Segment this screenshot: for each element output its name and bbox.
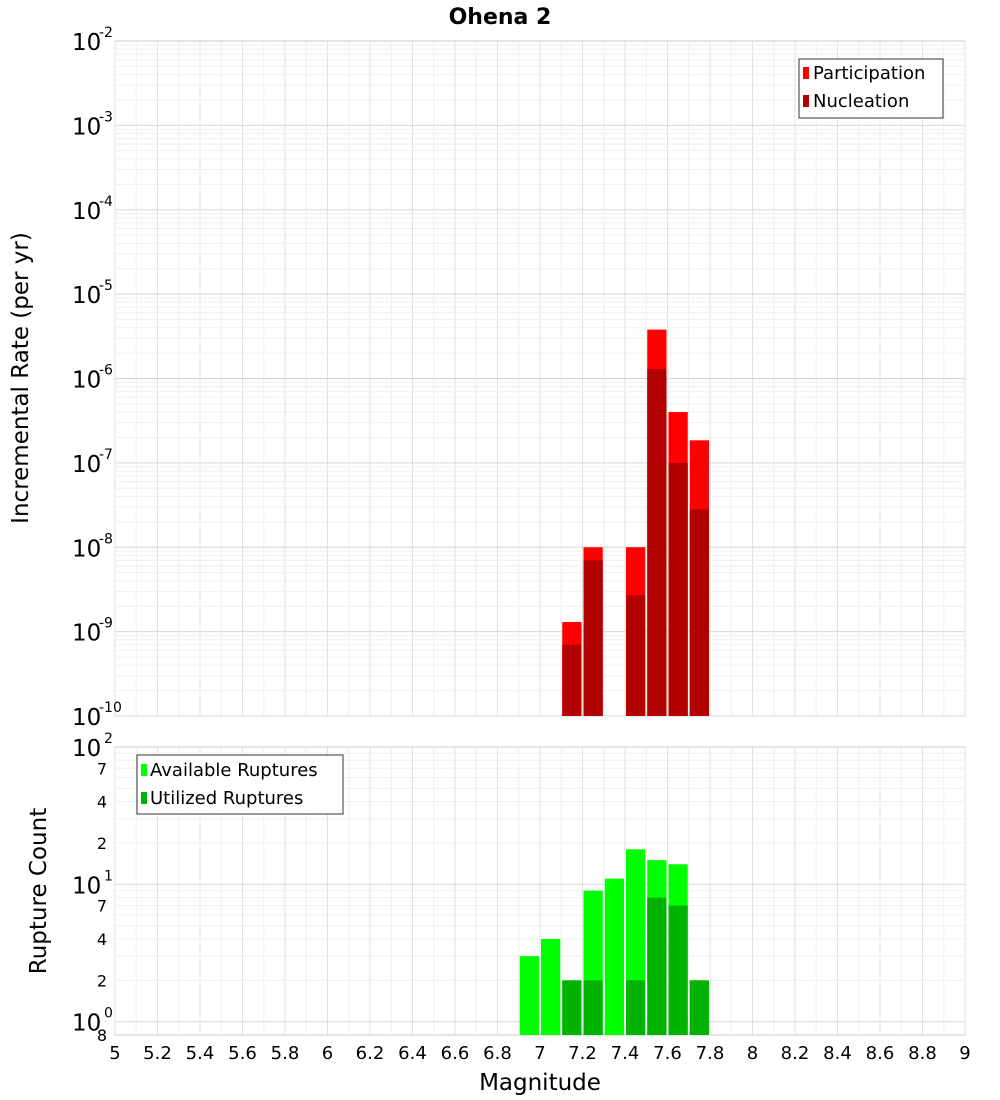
- x-tick-label: 8.4: [823, 1043, 852, 1064]
- top-gridlines: [114, 41, 966, 717]
- top-y-axis-label: Incremental Rate (per yr): [8, 232, 34, 524]
- y-tick-label: 10: [72, 368, 101, 394]
- x-tick-label: 9: [959, 1043, 970, 1064]
- y-tick-label: 10: [72, 452, 101, 478]
- bar-utilized-ruptures: [583, 980, 603, 1035]
- y-tick-label: 10: [72, 1011, 101, 1037]
- y-tick-label: 4: [97, 930, 107, 949]
- bottom-bars: [519, 849, 709, 1035]
- bar-utilized-ruptures: [668, 905, 688, 1035]
- x-tick-label: 6.8: [483, 1043, 512, 1064]
- y-tick-label: 10: [72, 114, 101, 140]
- x-tick-label: 6.6: [441, 1043, 470, 1064]
- y-tick-exponent: -10: [99, 700, 122, 716]
- x-tick-label: 5: [109, 1043, 120, 1064]
- y-tick-exponent: -3: [99, 109, 113, 125]
- x-tick-label: 8.8: [908, 1043, 937, 1064]
- x-tick-label: 7.4: [611, 1043, 640, 1064]
- y-tick-exponent: -9: [99, 616, 113, 632]
- y-tick-label: 4: [97, 793, 107, 812]
- top-y-tick-labels: 10-210-310-410-510-610-710-810-910-10: [72, 25, 122, 731]
- y-tick-exponent: -5: [99, 278, 113, 294]
- bar-utilized-ruptures: [689, 980, 709, 1035]
- x-tick-label: 8: [747, 1043, 758, 1064]
- x-tick-label: 5.6: [228, 1043, 257, 1064]
- legend-swatch-participation: [803, 67, 809, 79]
- y-tick-exponent: -2: [99, 25, 113, 41]
- legend-label-participation: Participation: [813, 63, 925, 84]
- y-tick-exponent: -8: [99, 531, 113, 547]
- x-tick-label: 8.2: [781, 1043, 810, 1064]
- bottom-legend: Available Ruptures Utilized Ruptures: [136, 754, 344, 815]
- bar-utilized-ruptures: [562, 980, 582, 1035]
- x-tick-label: 7.2: [568, 1043, 597, 1064]
- x-tick-label: 5.2: [143, 1043, 172, 1064]
- y-tick-label: 10: [72, 736, 101, 762]
- bar-utilized-ruptures: [626, 980, 646, 1035]
- y-tick-label: 10: [72, 30, 101, 56]
- bar-utilized-ruptures: [647, 897, 667, 1035]
- x-tick-label: 7.6: [653, 1043, 682, 1064]
- bottom-legend-box: [136, 754, 344, 815]
- bar-nucleation: [583, 560, 603, 716]
- y-tick-exponent: -6: [99, 363, 113, 379]
- y-tick-exponent: -7: [99, 447, 113, 463]
- x-axis-label: Magnitude: [479, 1070, 601, 1096]
- x-tick-label: 5.4: [186, 1043, 215, 1064]
- legend-label-utilized: Utilized Ruptures: [150, 788, 303, 809]
- legend-label-available: Available Ruptures: [150, 760, 318, 781]
- legend-label-nucleation: Nucleation: [813, 91, 909, 112]
- y-tick-exponent: 0: [104, 1006, 113, 1022]
- top-rate-panel: 10-210-310-410-510-610-710-810-910-10 In…: [8, 25, 966, 731]
- x-tick-labels: 5 5.2 5.4 5.6 5.8 6 6.2 6.4 6.6 6.8 7 7.2 7.4 7.6 7.8 8…: [109, 1043, 970, 1064]
- y-tick-label: 7: [97, 897, 107, 916]
- y-tick-label: 8: [97, 1026, 107, 1045]
- y-tick-exponent: 2: [104, 731, 113, 747]
- y-tick-label: 7: [97, 759, 107, 778]
- bottom-gridlines: [114, 747, 966, 1035]
- y-tick-label: 10: [72, 873, 101, 899]
- chart-title: Ohena 2: [449, 5, 552, 30]
- x-tick-label: 5.8: [271, 1043, 300, 1064]
- x-tick-label: 7: [534, 1043, 545, 1064]
- y-tick-label: 10: [72, 621, 101, 647]
- x-tick-label: 6: [322, 1043, 333, 1064]
- bar-nucleation: [668, 462, 688, 716]
- bar-nucleation: [626, 595, 646, 716]
- x-tick-label: 8.6: [866, 1043, 895, 1064]
- y-tick-label: 10: [72, 536, 101, 562]
- y-tick-label: 10: [72, 705, 101, 731]
- bar-available-ruptures: [604, 878, 624, 1035]
- top-bars: [562, 329, 709, 716]
- x-tick-label: 7.8: [696, 1043, 725, 1064]
- legend-swatch-nucleation: [803, 95, 809, 107]
- legend-swatch-utilized: [141, 792, 147, 804]
- bar-available-ruptures: [541, 939, 561, 1035]
- y-tick-label: 10: [72, 199, 101, 225]
- top-legend-box: [798, 58, 944, 119]
- bar-nucleation: [562, 644, 582, 716]
- y-tick-exponent: 1: [104, 868, 113, 884]
- y-tick-label: 10: [72, 283, 101, 309]
- bottom-y-axis-label: Rupture Count: [26, 808, 52, 974]
- bar-nucleation: [647, 368, 667, 716]
- y-tick-exponent: -4: [99, 194, 113, 210]
- bar-available-ruptures: [519, 956, 539, 1035]
- y-tick-label: 2: [97, 834, 107, 853]
- x-tick-label: 6.2: [356, 1043, 385, 1064]
- legend-swatch-available: [141, 764, 147, 776]
- y-tick-label: 2: [97, 971, 107, 990]
- x-tick-label: 6.4: [398, 1043, 427, 1064]
- bar-nucleation: [689, 509, 709, 716]
- top-legend: Participation Nucleation: [798, 58, 944, 119]
